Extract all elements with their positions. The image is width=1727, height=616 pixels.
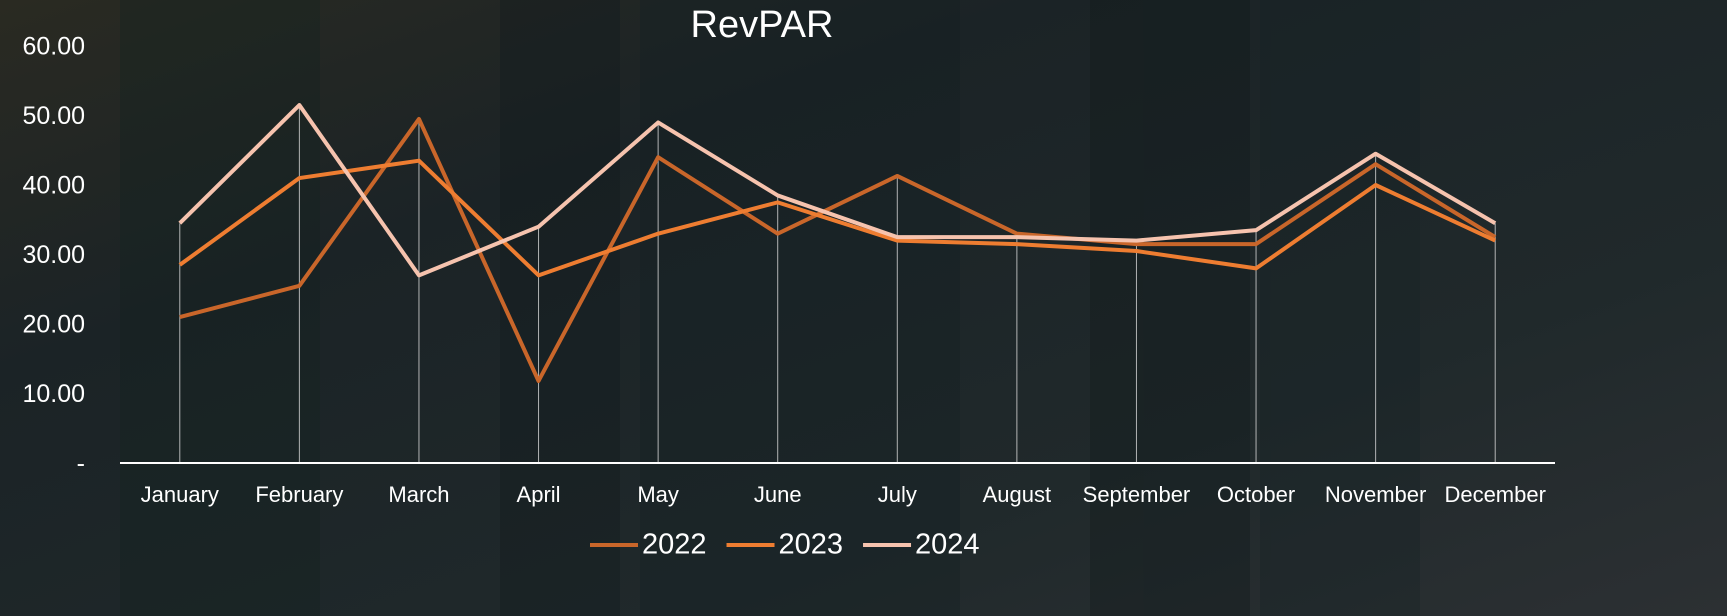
x-tick-label: August: [983, 482, 1052, 507]
x-tick-label: September: [1083, 482, 1191, 507]
legend-label: 2022: [642, 529, 707, 561]
x-tick-label: March: [388, 482, 449, 507]
chart-title: RevPAR: [691, 4, 834, 46]
x-tick-label: April: [517, 482, 561, 507]
chart: RevPAR - 10.00 20.00 30.00 40.00 50.00 60.00 Ja…: [0, 0, 1727, 616]
y-tick-label: 60.00: [22, 33, 85, 61]
y-tick-label: 50.00: [22, 102, 85, 130]
y-tick-label: 40.00: [22, 172, 85, 200]
x-tick-label: January: [141, 482, 219, 507]
x-tick-label: October: [1217, 482, 1295, 507]
x-tick-label: February: [255, 482, 343, 507]
y-tick-label: -: [77, 450, 85, 478]
background-buildings: [120, 0, 1420, 616]
legend-label: 2023: [779, 529, 844, 561]
x-tick-label: June: [754, 482, 802, 507]
x-tick-label: December: [1444, 482, 1545, 507]
x-tick-label: July: [878, 482, 917, 507]
y-tick-label: 30.00: [22, 241, 85, 269]
legend-label: 2024: [915, 529, 980, 561]
y-tick-label: 20.00: [22, 311, 85, 339]
page: {"chart_data": {"type": "line", "title":…: [0, 0, 1727, 616]
x-tick-label: November: [1325, 482, 1426, 507]
y-tick-label: 10.00: [22, 380, 85, 408]
x-tick-label: May: [637, 482, 679, 507]
